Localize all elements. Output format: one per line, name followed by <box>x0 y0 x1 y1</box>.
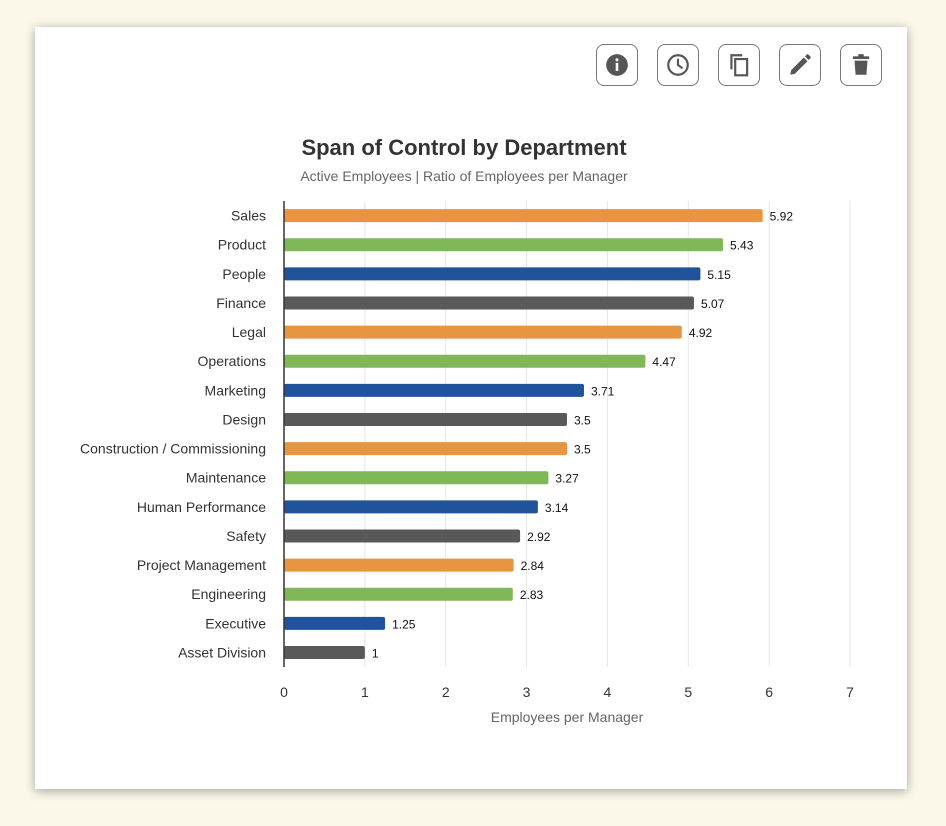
bar <box>284 325 682 339</box>
chart-title: Span of Control by Department <box>301 135 627 160</box>
bar <box>284 267 701 281</box>
category-label: Operations <box>198 353 266 369</box>
bar <box>284 354 646 368</box>
data-label: 5.07 <box>701 297 725 311</box>
category-label: People <box>222 266 266 282</box>
data-label: 4.92 <box>689 326 713 340</box>
data-label: 5.43 <box>730 239 754 253</box>
category-label: Safety <box>226 528 266 544</box>
bar <box>284 471 549 485</box>
category-label: Design <box>222 411 266 427</box>
category-labels: Sales Product People Finance Legal Operations… <box>80 208 266 661</box>
data-label: 3.5 <box>574 443 591 457</box>
chart-subtitle: Active Employees | Ratio of Employees pe… <box>300 168 628 184</box>
x-tick-label: 2 <box>442 684 450 700</box>
category-label: Human Performance <box>137 499 266 515</box>
span-of-control-chart: Span of Control by Department Active Emp… <box>80 135 854 725</box>
data-labels: 5.92 5.43 5.15 5.07 4.92 4.47 3.71 3.5 3.5 3.27 3.… <box>372 210 793 661</box>
bars <box>284 209 763 659</box>
bar <box>284 383 584 397</box>
category-label: Project Management <box>137 557 266 573</box>
bar <box>284 238 724 252</box>
data-label: 3.14 <box>545 501 569 515</box>
data-label: 1.25 <box>392 617 416 631</box>
category-label: Sales <box>231 208 266 224</box>
bar <box>284 442 567 456</box>
category-label: Finance <box>216 295 266 311</box>
category-label: Asset Division <box>178 644 266 660</box>
x-axis-ticks: 0 1 2 3 4 5 6 7 <box>280 684 854 700</box>
bar <box>284 558 514 572</box>
delete-button[interactable] <box>840 44 882 86</box>
x-tick-label: 7 <box>846 684 854 700</box>
category-label: Marketing <box>205 382 266 398</box>
history-button[interactable] <box>657 44 699 86</box>
bar <box>284 616 386 630</box>
data-label: 3.71 <box>591 384 615 398</box>
data-label: 3.27 <box>555 472 579 486</box>
data-label: 1 <box>372 646 379 660</box>
x-tick-label: 0 <box>280 684 288 700</box>
category-label: Construction / Commissioning <box>80 441 266 457</box>
bar <box>284 587 513 601</box>
info-icon <box>606 54 628 76</box>
data-label: 3.5 <box>574 413 591 427</box>
info-button[interactable] <box>596 44 638 86</box>
chart-card: Span of Control by Department Active Emp… <box>35 27 907 789</box>
x-axis-label: Employees per Manager <box>491 709 644 725</box>
x-tick-label: 6 <box>765 684 773 700</box>
data-label: 2.83 <box>520 588 544 602</box>
category-label: Engineering <box>191 586 266 602</box>
bar <box>284 529 521 543</box>
category-label: Maintenance <box>186 470 266 486</box>
category-label: Executive <box>205 615 266 631</box>
data-label: 5.15 <box>707 268 731 282</box>
x-tick-label: 1 <box>361 684 369 700</box>
trash-icon <box>852 54 870 75</box>
edit-button[interactable] <box>779 44 821 86</box>
data-label: 2.92 <box>527 530 551 544</box>
category-label: Legal <box>232 324 266 340</box>
bar <box>284 209 763 223</box>
data-label: 2.84 <box>521 559 545 573</box>
clock-icon <box>667 54 689 76</box>
data-label: 5.92 <box>770 210 794 224</box>
bar <box>284 645 365 659</box>
category-label: Product <box>218 237 266 253</box>
copy-button[interactable] <box>718 44 760 86</box>
bar <box>284 296 694 310</box>
copy-icon <box>730 54 749 77</box>
x-tick-label: 5 <box>684 684 692 700</box>
x-tick-label: 4 <box>604 684 612 700</box>
x-tick-label: 3 <box>523 684 531 700</box>
chart-toolbar <box>596 44 882 86</box>
bar <box>284 412 567 426</box>
data-label: 4.47 <box>652 355 676 369</box>
bar <box>284 500 538 514</box>
pencil-icon <box>790 54 811 75</box>
